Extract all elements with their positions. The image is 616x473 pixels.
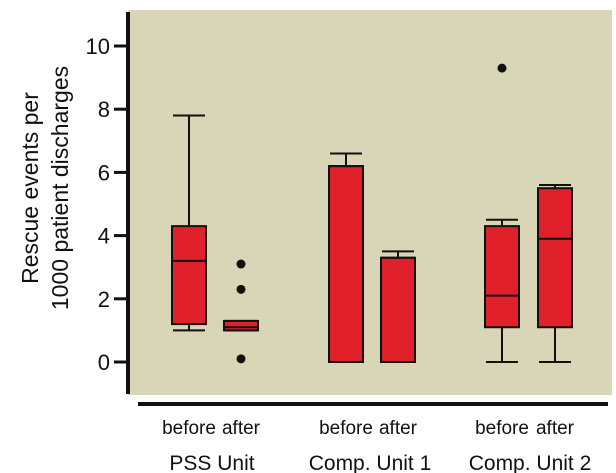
group-label: PSS Unit xyxy=(169,452,254,473)
outlier-point xyxy=(236,354,246,364)
y-axis-title-line1: Rescue events per xyxy=(17,92,43,284)
box-body xyxy=(537,187,573,329)
y-tick-label: 4 xyxy=(98,224,110,249)
category-label: after xyxy=(222,418,261,439)
box-2-0 xyxy=(484,63,520,363)
box-body xyxy=(328,165,364,363)
box-series xyxy=(171,63,573,364)
category-label: after xyxy=(379,418,418,439)
box-2-1 xyxy=(537,184,573,363)
box-1-0 xyxy=(328,152,364,363)
y-tick-label: 0 xyxy=(98,350,110,375)
box-0-1 xyxy=(223,259,259,364)
plot-background xyxy=(128,10,612,395)
category-label: before xyxy=(162,418,216,439)
y-tick-label: 8 xyxy=(98,97,110,122)
x-axis-labels: PSS Unit before after Comp. Unit 1 before aft… xyxy=(162,418,591,473)
outlier-point xyxy=(236,259,246,269)
box-body xyxy=(484,225,520,329)
box-body xyxy=(380,256,416,363)
category-label: before xyxy=(319,418,373,439)
box-1-1 xyxy=(380,250,416,363)
y-tick-label: 6 xyxy=(98,160,110,185)
outlier-point xyxy=(497,63,507,73)
group-label: Comp. Unit 2 xyxy=(469,452,592,473)
y-axis-ticks: 0 2 4 6 8 10 xyxy=(86,34,128,375)
y-tick-label: 2 xyxy=(98,287,110,312)
y-tick-label: 10 xyxy=(86,34,110,59)
box-0-0 xyxy=(171,114,207,332)
box-body xyxy=(223,319,259,332)
y-axis-title-line2: 1000 patient discharges xyxy=(47,66,73,310)
box-body xyxy=(171,225,207,326)
group-label: Comp. Unit 1 xyxy=(309,452,432,473)
category-label: before xyxy=(475,418,529,439)
outlier-point xyxy=(236,284,246,294)
category-label: after xyxy=(536,418,575,439)
